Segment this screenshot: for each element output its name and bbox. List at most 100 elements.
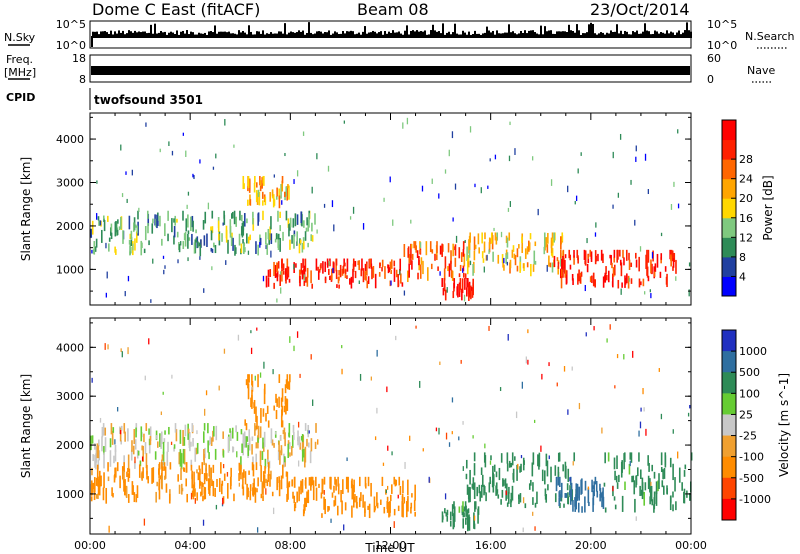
velocity-cell	[305, 497, 308, 508]
nsky-bar	[146, 33, 148, 38]
power-cell	[284, 191, 286, 198]
power-cell	[491, 235, 494, 250]
power-cell	[273, 261, 275, 277]
velocity-cell	[253, 478, 255, 495]
velocity-cell	[386, 485, 389, 490]
velocity-cell	[300, 484, 302, 495]
velocity-cell	[288, 423, 291, 438]
power-cell	[210, 230, 213, 241]
velocity-colorbar-tick-label: 1000	[739, 345, 767, 358]
velocity-cell	[203, 489, 206, 500]
nsky-bar	[160, 30, 162, 38]
velocity-cell	[522, 527, 524, 533]
power-cell	[537, 208, 539, 216]
velocity-cell	[113, 475, 116, 483]
nsky-bar	[366, 33, 368, 38]
power-cell	[318, 269, 321, 273]
velocity-cell	[278, 476, 280, 484]
power-cell	[635, 156, 637, 162]
power-cell	[494, 232, 497, 241]
velocity-cell	[90, 496, 93, 502]
nsky-bar	[364, 26, 366, 38]
power-cell	[563, 258, 565, 269]
nsky-bar	[640, 33, 642, 38]
velocity-colorbar-segment	[722, 435, 736, 458]
nsky-bar	[594, 33, 596, 38]
velocity-cell	[407, 479, 409, 496]
power-cell	[307, 242, 309, 248]
nsky-bar	[242, 30, 244, 38]
velocity-colorbar-segment	[722, 372, 736, 394]
nsky-tick-bottom: 10^0	[56, 39, 86, 52]
power-cell	[299, 276, 301, 287]
nsky-bar	[678, 30, 680, 38]
power-cell	[337, 277, 340, 284]
nsky-bar	[386, 33, 388, 38]
power-cell	[621, 282, 623, 288]
power-cell	[293, 179, 295, 184]
velocity-cell	[215, 425, 218, 441]
velocity-cell	[105, 487, 108, 504]
velocity-cell	[666, 485, 668, 494]
power-cell	[344, 269, 347, 275]
velocity-cell	[301, 449, 304, 462]
time-tick-label: 20:00	[575, 539, 607, 552]
power-cell	[176, 231, 179, 238]
velocity-colorbar-tick-label: -500	[739, 472, 764, 485]
power-cell	[613, 257, 616, 263]
power-colorbar-tick-label: 24	[739, 173, 753, 186]
nsky-bar	[416, 30, 418, 38]
nsky-bar	[360, 34, 362, 38]
power-cell	[490, 232, 493, 244]
power-cell	[279, 271, 282, 275]
power-cell	[675, 259, 677, 274]
velocity-cell	[387, 445, 389, 451]
nsky-bar	[662, 32, 664, 38]
velocity-cell	[488, 482, 491, 493]
power-cell	[280, 184, 282, 199]
velocity-cell	[208, 464, 211, 477]
velocity-cell	[249, 491, 252, 501]
velocity-cell	[202, 495, 204, 502]
velocity-cell	[212, 430, 214, 442]
power-cell	[211, 248, 214, 253]
power-cell	[410, 219, 412, 224]
nsky-bar	[324, 32, 326, 38]
velocity-cell	[557, 476, 559, 486]
velocity-cell	[270, 470, 272, 480]
velocity-cell	[519, 493, 522, 503]
power-cell	[548, 255, 550, 267]
power-cell	[233, 144, 235, 148]
velocity-cell	[616, 482, 619, 489]
power-cell	[509, 201, 512, 207]
velocity-cell	[500, 499, 502, 505]
velocity-cell	[276, 398, 278, 407]
nsky-bar	[682, 32, 684, 38]
velocity-cell	[183, 436, 186, 446]
power-cell	[607, 270, 610, 283]
power-cell	[286, 258, 289, 270]
nsky-bar	[234, 33, 236, 38]
velocity-cell	[249, 484, 252, 492]
nsky-bar	[352, 31, 354, 38]
velocity-cell	[591, 479, 593, 493]
nsky-bar	[170, 31, 172, 38]
velocity-cell	[689, 404, 691, 409]
power-cell	[656, 253, 659, 268]
nsky-bar	[298, 30, 300, 38]
nsky-bar	[688, 30, 690, 38]
power-cell	[562, 267, 564, 278]
power-cell	[534, 260, 537, 265]
power-cell	[173, 218, 175, 223]
power-cell	[352, 206, 355, 214]
velocity-cell	[341, 500, 343, 515]
power-cell	[287, 218, 290, 228]
velocity-cell	[208, 486, 210, 494]
power-colorbar-tick-label: 8	[739, 251, 746, 264]
velocity-cell	[604, 452, 606, 464]
nsky-bar	[618, 33, 620, 38]
velocity-cell	[191, 474, 194, 489]
power-cell	[200, 239, 202, 248]
velocity-cell	[248, 437, 251, 451]
velocity-cell	[188, 432, 191, 449]
